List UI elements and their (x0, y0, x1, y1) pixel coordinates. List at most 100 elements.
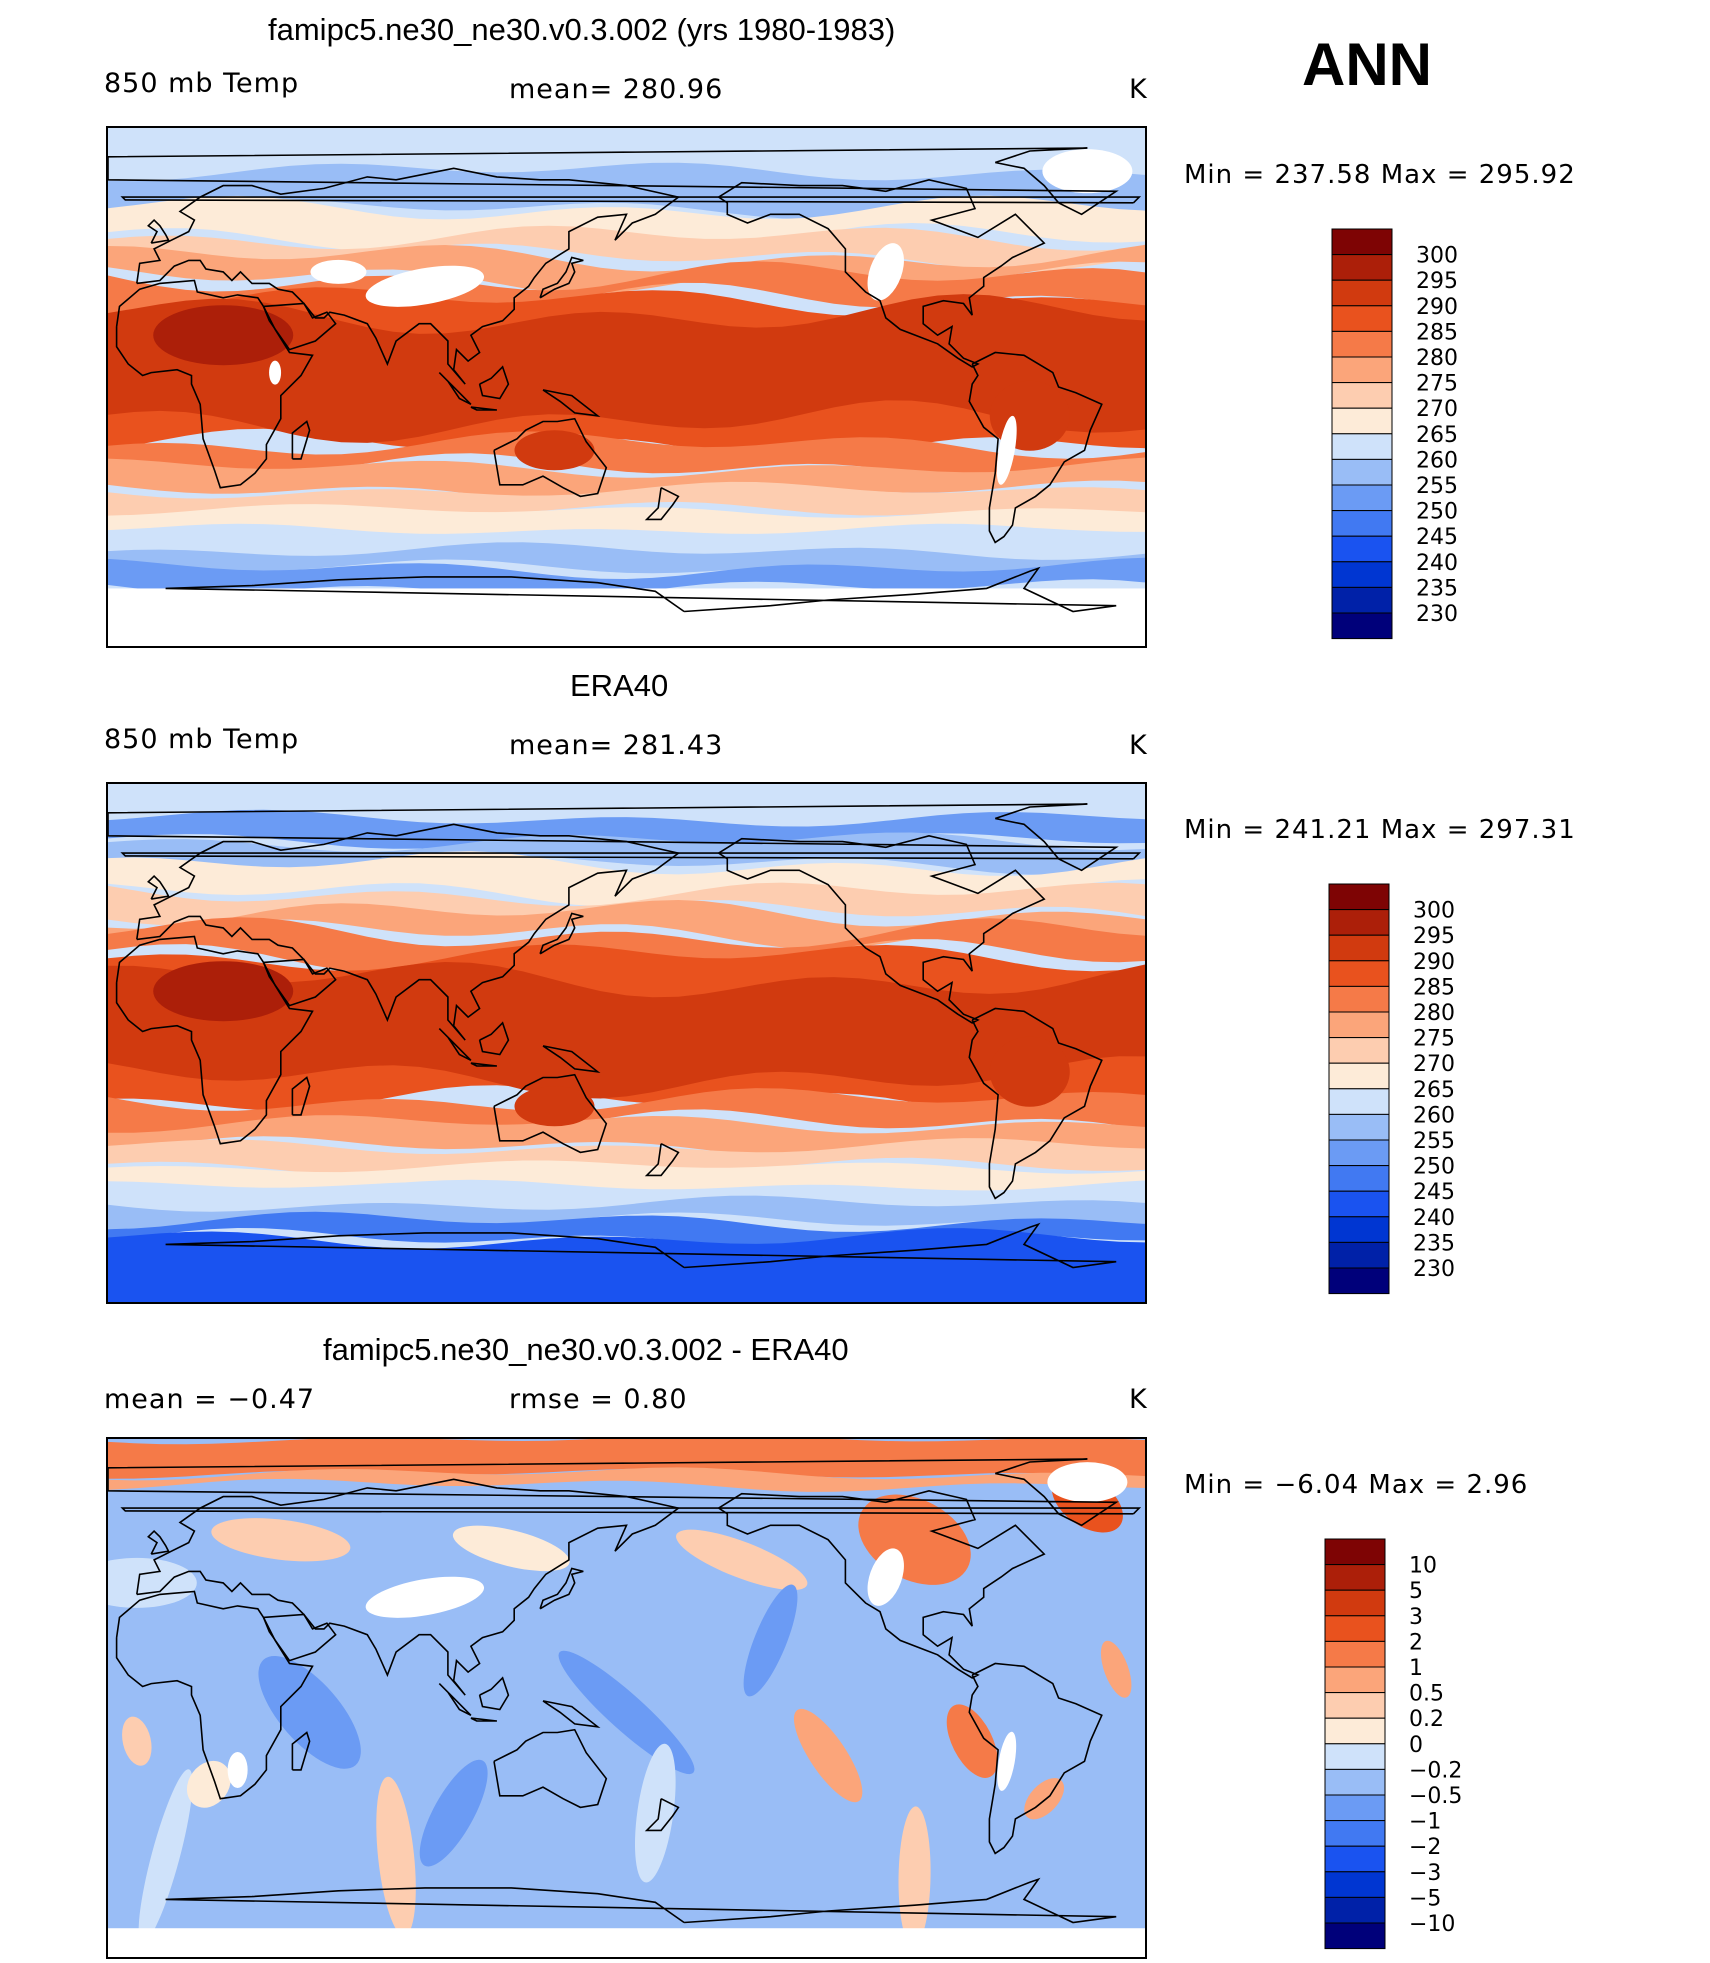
colorbar-box (1324, 1615, 1386, 1642)
colorbar-label: −3 (1409, 1861, 1441, 1886)
colorbar-box (1331, 612, 1393, 640)
colorbar-box (1331, 228, 1393, 256)
colorbar-box (1331, 407, 1393, 435)
colorbar-label: 245 (1413, 1180, 1455, 1205)
colorbar-label: 290 (1416, 295, 1458, 320)
colorbar-label: 0.5 (1409, 1682, 1444, 1707)
colorbar-label: 250 (1416, 500, 1458, 525)
colorbar-label: 3 (1409, 1605, 1423, 1630)
colorbar-box (1324, 1768, 1386, 1796)
colorbar-box (1324, 1871, 1386, 1898)
colorbar-box (1328, 1037, 1390, 1064)
colorbar-box (1324, 1640, 1386, 1668)
colorbar-box (1328, 1011, 1390, 1039)
panel-1-mean: mean= 280.96 (509, 74, 724, 105)
colorbar-label: 280 (1413, 1001, 1455, 1026)
panel-2-colorbar: 300 295 290 285 280 275 270 265 260 255 250 245 240 2… (1327, 882, 1557, 1301)
colorbar-label: 285 (1416, 320, 1458, 345)
colorbar-box (1324, 1666, 1386, 1694)
panel-3-map (106, 1437, 1147, 1959)
panel-2-mean: mean= 281.43 (509, 730, 724, 761)
colorbar-box (1328, 1088, 1390, 1115)
colorbar-label: −1 (1409, 1810, 1441, 1835)
colorbar-box (1331, 458, 1393, 486)
colorbar-label: 260 (1413, 1103, 1455, 1128)
colorbar-box (1331, 433, 1393, 460)
panel-2-title: ERA40 (570, 668, 669, 703)
colorbar-box (1328, 1165, 1390, 1192)
colorbar-box (1328, 934, 1390, 962)
colorbar-label: 235 (1416, 576, 1458, 601)
panel-3-mean: mean = −0.47 (104, 1384, 316, 1415)
colorbar-box (1324, 1845, 1386, 1873)
colorbar-label: 270 (1413, 1052, 1455, 1077)
colorbar-label: 230 (1416, 602, 1458, 627)
colorbar-label: −0.5 (1409, 1784, 1462, 1809)
colorbar-label: 295 (1413, 924, 1455, 949)
colorbar-box (1324, 1564, 1386, 1591)
colorbar-label: 295 (1416, 269, 1458, 294)
colorbar-label: −0.2 (1409, 1758, 1462, 1783)
colorbar-box (1324, 1692, 1386, 1719)
panel-1-colorbar: 300 295 290 285 280 275 270 265 260 255 250 245 240 2… (1330, 227, 1560, 646)
colorbar-label: 290 (1413, 950, 1455, 975)
colorbar-box (1324, 1717, 1386, 1745)
panel-1-title: famipc5.ne30_ne30.v0.3.002 (yrs 1980-198… (268, 12, 896, 47)
colorbar-label: 265 (1413, 1078, 1455, 1103)
colorbar-label: 230 (1413, 1257, 1455, 1282)
panel-3-rmse: rmse = 0.80 (509, 1384, 688, 1415)
panel-1-variable: 850 mb Temp (104, 68, 300, 99)
panel-2-unit: K (1129, 730, 1148, 761)
panel-3-title: famipc5.ne30_ne30.v0.3.002 - ERA40 (323, 1332, 849, 1367)
colorbar-box (1331, 254, 1393, 281)
colorbar-box (1331, 382, 1393, 409)
colorbar-label: 0 (1409, 1733, 1423, 1758)
season-label: ANN (1302, 31, 1432, 98)
colorbar-label: 260 (1416, 448, 1458, 473)
colorbar-box (1331, 510, 1393, 537)
panel-1-minmax: Min = 237.58 Max = 295.92 (1184, 160, 1576, 190)
colorbar-box (1324, 1820, 1386, 1847)
colorbar-label: 235 (1413, 1231, 1455, 1256)
colorbar-box (1324, 1896, 1386, 1924)
colorbar-label: 270 (1416, 397, 1458, 422)
colorbar-box (1331, 586, 1393, 614)
colorbar-box (1328, 1139, 1390, 1167)
colorbar-label: 255 (1413, 1129, 1455, 1154)
colorbar-box (1324, 1538, 1386, 1566)
colorbar-label: 10 (1409, 1554, 1437, 1579)
colorbar-label: −10 (1409, 1912, 1455, 1937)
colorbar-box (1328, 909, 1390, 936)
colorbar-label: 2 (1409, 1630, 1423, 1655)
colorbar-box (1328, 1241, 1390, 1269)
colorbar-label: 300 (1416, 244, 1458, 269)
colorbar-box (1328, 960, 1390, 987)
colorbar-label: 300 (1413, 899, 1455, 924)
colorbar-label: 275 (1416, 372, 1458, 397)
colorbar-box (1328, 883, 1390, 911)
colorbar-box (1324, 1743, 1386, 1770)
colorbar-box (1331, 279, 1393, 307)
colorbar-label: −5 (1409, 1886, 1441, 1911)
colorbar-box (1331, 330, 1393, 358)
colorbar-box (1324, 1589, 1386, 1617)
panel-2-variable: 850 mb Temp (104, 724, 300, 755)
colorbar-box (1324, 1922, 1386, 1950)
colorbar-box (1328, 1062, 1390, 1090)
colorbar-box (1328, 985, 1390, 1013)
panel-3-minmax: Min = −6.04 Max = 2.96 (1184, 1470, 1529, 1500)
colorbar-label: 245 (1416, 525, 1458, 550)
panel-3-colorbar: 10 5 3 2 1 0.5 0.2 0 −0.2 −0.5 −1 −2 −3 −5 −10 (1323, 1537, 1553, 1956)
colorbar-label: 285 (1413, 975, 1455, 1000)
colorbar-label: 1 (1409, 1656, 1423, 1681)
panel-2-map (106, 782, 1147, 1304)
colorbar-box (1328, 1113, 1390, 1141)
colorbar-label: 5 (1409, 1579, 1423, 1604)
panel-3-unit: K (1129, 1384, 1148, 1415)
colorbar-box (1331, 561, 1393, 588)
colorbar-label: 255 (1416, 474, 1458, 499)
panel-1-map (106, 126, 1147, 648)
colorbar-label: 0.2 (1409, 1707, 1444, 1732)
colorbar-label: 265 (1416, 423, 1458, 448)
panel-2-minmax: Min = 241.21 Max = 297.31 (1184, 815, 1576, 845)
